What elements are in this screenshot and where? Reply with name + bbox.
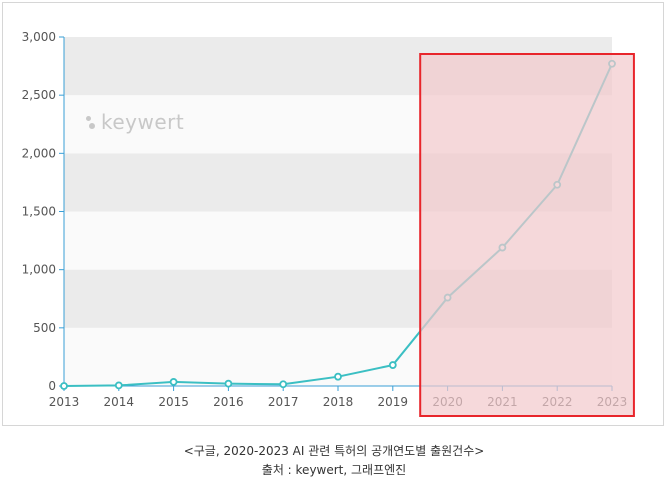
- y-tick-label: 1,000: [22, 263, 56, 277]
- data-point: [114, 381, 123, 390]
- x-tick-label: 2013: [49, 395, 80, 409]
- x-tick-label: 2015: [158, 395, 189, 409]
- x-tick-label: 2018: [323, 395, 354, 409]
- watermark-text: keywert: [101, 110, 185, 134]
- watermark: keywert: [86, 110, 184, 134]
- y-tick-label: 2,000: [22, 146, 56, 160]
- x-tick-label: 2016: [213, 395, 244, 409]
- x-tick-label: 2014: [104, 395, 135, 409]
- data-point: [169, 378, 178, 386]
- data-point: [334, 372, 342, 381]
- y-tick-label: 500: [33, 321, 56, 335]
- data-point: [60, 382, 68, 390]
- keywert-logo-icon: [86, 114, 98, 130]
- highlight-box: [419, 53, 635, 417]
- y-tick-label: 1,500: [22, 205, 56, 219]
- chart-caption: <구글, 2020-2023 AI 관련 특허의 공개연도별 출원건수>: [183, 444, 485, 458]
- y-tick-label: 2,500: [22, 88, 56, 102]
- y-tick-label: 3,000: [22, 30, 56, 44]
- x-tick-label: 2019: [378, 395, 409, 409]
- chart-source: 출처 : keywert, 그래프엔진: [261, 463, 407, 477]
- line-chart: 0 500 1,000 1,500 2,000 2,500 3,000 2013 2014 201…: [22, 30, 635, 417]
- data-point: [224, 379, 233, 388]
- data-point: [388, 361, 397, 369]
- y-tick-label: 0: [48, 379, 56, 393]
- x-tick-label: 2017: [268, 395, 299, 409]
- data-point: [279, 380, 288, 389]
